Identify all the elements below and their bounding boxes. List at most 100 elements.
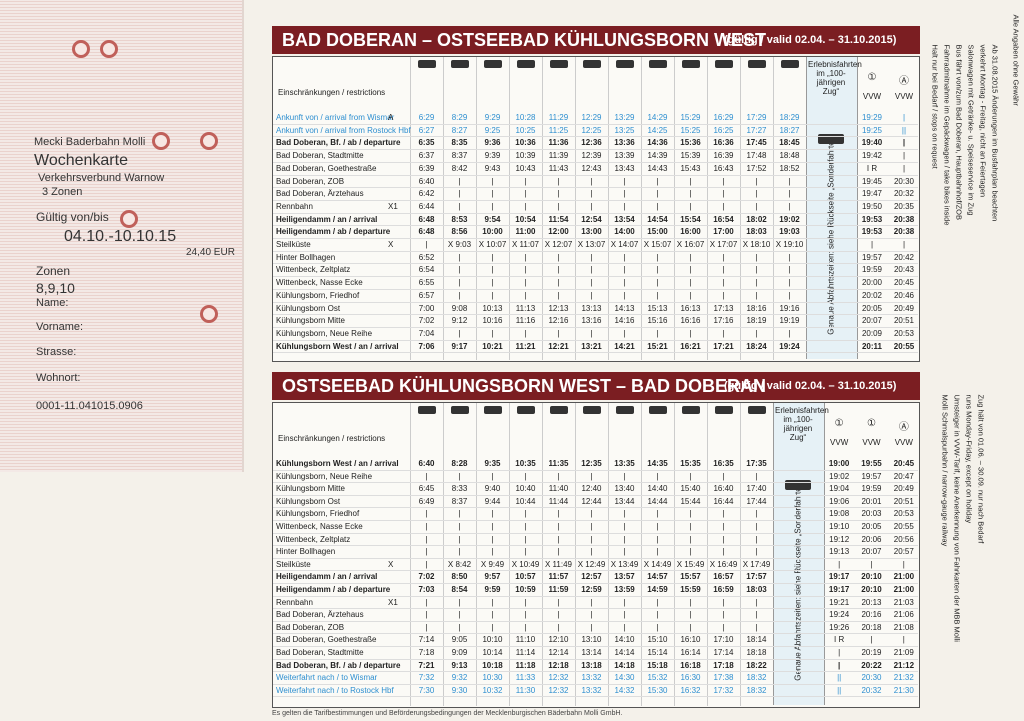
time: | bbox=[755, 522, 758, 531]
side-note: Molli Schmalspurbahn / narrow-gauge rail… bbox=[940, 394, 950, 547]
time: 9:12 bbox=[451, 316, 468, 326]
time: 20:57 bbox=[893, 547, 914, 557]
time: 11:39 bbox=[548, 151, 569, 161]
time: 15:18 bbox=[647, 660, 668, 670]
time: | bbox=[722, 471, 725, 481]
loco-icon bbox=[451, 60, 469, 68]
time: | bbox=[557, 278, 560, 288]
loco-icon bbox=[748, 406, 766, 414]
row-line bbox=[273, 658, 918, 660]
time: X 9:49 bbox=[480, 559, 505, 569]
time: 21:08 bbox=[893, 622, 914, 632]
time: 20:19 bbox=[861, 648, 882, 657]
column-line bbox=[509, 403, 510, 706]
time: 6:49 bbox=[418, 496, 435, 506]
time: 16:16 bbox=[680, 316, 701, 326]
time: 13:32 bbox=[581, 673, 602, 683]
loco-icon bbox=[682, 60, 700, 68]
time: | bbox=[656, 610, 659, 620]
time: 20:10 bbox=[861, 572, 882, 582]
side-note: Ab 31.08.2015 Änderungen im Busfahrplan … bbox=[990, 44, 1000, 222]
time: 14:13 bbox=[614, 303, 635, 313]
time: 19:19 bbox=[779, 316, 800, 326]
column-line bbox=[542, 403, 543, 706]
station: Rennbahn bbox=[276, 597, 313, 607]
time: 11:40 bbox=[548, 484, 569, 494]
time: 9:35 bbox=[484, 459, 501, 468]
late-header: Ⓐ bbox=[898, 422, 909, 433]
time: | bbox=[870, 635, 873, 645]
loco-icon bbox=[517, 60, 535, 68]
time: 16:40 bbox=[713, 484, 734, 494]
time: 14:43 bbox=[647, 163, 668, 173]
time: | bbox=[755, 534, 758, 544]
late-header: ① bbox=[867, 418, 876, 429]
side-note: Umsteiger in VVW-Tarif, keine Anerkennun… bbox=[952, 394, 962, 642]
row-line bbox=[273, 263, 918, 265]
row-line bbox=[273, 199, 918, 201]
loco-icon bbox=[418, 406, 436, 414]
time: 16:18 bbox=[680, 660, 701, 670]
column-line bbox=[608, 57, 609, 360]
row-line bbox=[273, 608, 918, 610]
time: 11:14 bbox=[515, 648, 536, 657]
time: 7:02 bbox=[418, 316, 435, 326]
time: 9:25 bbox=[484, 125, 501, 135]
time: 21:06 bbox=[893, 610, 914, 620]
time: 17:40 bbox=[746, 484, 767, 494]
time: 9:36 bbox=[484, 138, 501, 148]
ticket-text: 24,40 EUR bbox=[186, 247, 235, 258]
time: | bbox=[458, 547, 461, 557]
time: 8:56 bbox=[451, 227, 468, 237]
time: | bbox=[491, 610, 494, 620]
station-flag: X bbox=[388, 559, 394, 569]
time: 15:59 bbox=[680, 585, 701, 594]
ticket-text: Wochenkarte bbox=[34, 152, 128, 169]
time: 19:50 bbox=[861, 201, 883, 211]
time: | bbox=[425, 610, 428, 620]
time: | bbox=[623, 189, 626, 199]
time: | bbox=[491, 534, 494, 544]
time: | bbox=[590, 509, 593, 519]
time: | bbox=[902, 559, 905, 569]
time: 21:12 bbox=[893, 660, 915, 670]
time: | bbox=[902, 163, 906, 173]
time: | bbox=[623, 176, 626, 186]
time: 13:44 bbox=[614, 496, 635, 506]
time: 6:39 bbox=[418, 163, 435, 173]
time: 14:29 bbox=[647, 113, 668, 122]
time: | bbox=[425, 534, 428, 544]
time: 16:35 bbox=[713, 459, 734, 468]
time: 13:14 bbox=[581, 648, 602, 657]
restrictions-label: Einschränkungen / restrictions bbox=[278, 88, 386, 97]
time: | bbox=[755, 610, 758, 620]
time: 17:52 bbox=[746, 163, 767, 173]
column-line bbox=[410, 403, 411, 706]
time: 15:32 bbox=[647, 673, 668, 683]
column-line bbox=[410, 57, 411, 360]
ticket-text: Mecki Baderbahn Molli bbox=[34, 136, 146, 148]
time: 9:05 bbox=[451, 635, 468, 645]
time: | bbox=[689, 597, 692, 607]
time: | bbox=[458, 278, 461, 288]
column-line bbox=[740, 57, 741, 360]
time: 18:18 bbox=[746, 648, 767, 657]
time: || bbox=[901, 125, 907, 135]
time: 14:44 bbox=[647, 496, 668, 506]
time: X 12:07 bbox=[544, 240, 573, 249]
row-line bbox=[273, 671, 918, 673]
station: Rennbahn bbox=[276, 201, 313, 211]
time: X 13:07 bbox=[577, 240, 606, 249]
time: 20:16 bbox=[861, 610, 882, 620]
time: | bbox=[524, 328, 527, 338]
time: 11:59 bbox=[548, 585, 569, 594]
time: 20:46 bbox=[893, 290, 915, 300]
time: | bbox=[722, 328, 725, 338]
time: 20:51 bbox=[893, 496, 914, 506]
time: 10:18 bbox=[482, 660, 503, 670]
time: | bbox=[722, 610, 725, 620]
time: | bbox=[491, 290, 494, 300]
time: 19:53 bbox=[861, 214, 883, 224]
time: 14:36 bbox=[647, 138, 668, 148]
time: | bbox=[557, 534, 560, 544]
